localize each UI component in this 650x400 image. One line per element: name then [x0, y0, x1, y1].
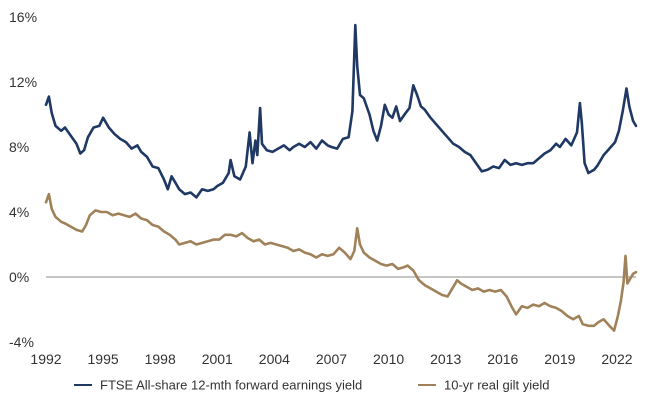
legend-label: FTSE All-share 12-mth forward earnings y…	[100, 378, 362, 393]
series-line-real-gilt-yield	[44, 192, 638, 332]
series-lines	[44, 23, 638, 332]
y-tick-label: 12%	[9, 74, 37, 90]
x-tick-label: 2022	[601, 351, 632, 367]
x-tick-label: 1998	[145, 351, 176, 367]
x-tick-label: 1995	[88, 351, 119, 367]
y-tick-label: 0%	[9, 269, 29, 285]
legend: FTSE All-share 12-mth forward earnings y…	[74, 378, 550, 393]
x-tick-label: 1992	[30, 351, 61, 367]
y-axis-tick-labels: 16% 12% 8% 4% 0% -4%	[9, 9, 37, 350]
y-tick-label: -4%	[9, 334, 34, 350]
legend-item-ftse-earnings-yield: FTSE All-share 12-mth forward earnings y…	[74, 378, 362, 393]
y-tick-label: 8%	[9, 139, 29, 155]
legend-item-real-gilt-yield: 10-yr real gilt yield	[418, 378, 550, 393]
x-tick-label: 2004	[259, 351, 290, 367]
x-tick-label: 2016	[487, 351, 518, 367]
legend-label: 10-yr real gilt yield	[444, 378, 550, 393]
x-tick-label: 2010	[373, 351, 404, 367]
x-tick-label: 2001	[202, 351, 233, 367]
series-line-ftse-earnings-yield	[44, 23, 638, 199]
x-axis-tick-labels: 1992 1995 1998 2001 2004 2007 2010 2013 2016 2019…	[30, 351, 632, 367]
x-tick-label: 2007	[316, 351, 347, 367]
x-tick-label: 2019	[544, 351, 575, 367]
y-tick-label: 4%	[9, 204, 29, 220]
y-tick-label: 16%	[9, 9, 37, 25]
x-tick-label: 2013	[430, 351, 461, 367]
